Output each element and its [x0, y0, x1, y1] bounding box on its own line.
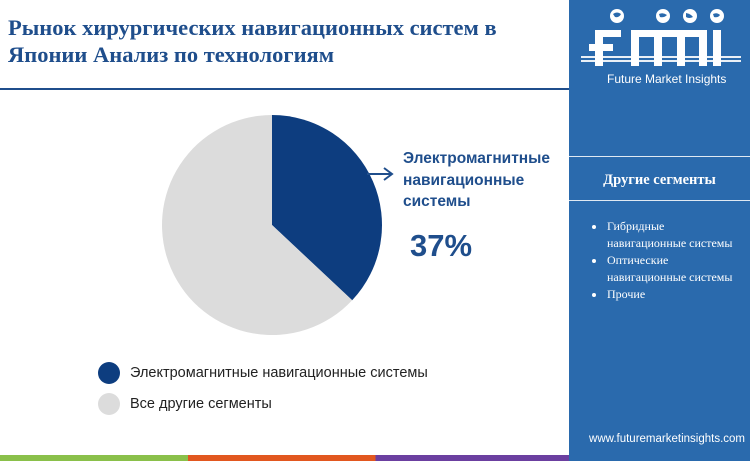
website-link[interactable]: www.futuremarketinsights.com — [589, 433, 745, 445]
legend-label: Все другие сегменты — [130, 396, 272, 412]
page-title-line1: Рынок хирургических навигационных систем… — [8, 15, 497, 40]
bottom-color-bar — [0, 455, 569, 461]
pie-slices — [161, 115, 383, 335]
list-item-line1: Гибридные — [607, 219, 665, 233]
callout-label: Электромагнитные навигационные системы — [403, 148, 568, 213]
pie-slice — [272, 115, 383, 301]
callout-label-line3: системы — [403, 193, 471, 210]
page-title: Рынок хирургических навигационных систем… — [8, 14, 568, 68]
list-item: Прочие — [589, 286, 747, 303]
legend-item: Электромагнитные навигационные системы — [98, 362, 428, 384]
page-title-line2: Японии Анализ по технологиям — [8, 42, 335, 67]
fmi-logo: Future Market Insights — [581, 9, 741, 86]
list-item-line1: Оптические — [607, 253, 669, 267]
sidebar-divider — [569, 200, 750, 201]
pie-slice — [161, 115, 353, 335]
sidebar-divider — [569, 156, 750, 157]
list-item: Оптические навигационные системы — [589, 252, 747, 286]
legend-swatch — [98, 393, 120, 415]
legend-swatch — [98, 362, 120, 384]
logo-tagline: Future Market Insights — [607, 72, 726, 86]
legend-label: Электромагнитные навигационные системы — [130, 365, 428, 381]
logo-letters — [589, 30, 721, 66]
list-item: Гибридные навигационные системы — [589, 218, 747, 252]
callout-value: 37% — [410, 228, 473, 263]
callout-label-line2: навигационные — [403, 171, 525, 189]
list-item-line2: навигационные системы — [607, 236, 733, 250]
sidebar: Future Market Insights Другие сегменты Г… — [569, 0, 750, 461]
list-item-line2: навигационные системы — [607, 270, 733, 284]
other-segments-list: Гибридные навигационные системы Оптическ… — [589, 218, 747, 303]
logo-stripes — [581, 56, 741, 62]
bullet-icon — [592, 259, 596, 263]
legend-item: Все другие сегменты — [98, 393, 428, 415]
bullet-icon — [592, 225, 596, 229]
callout-arrow — [367, 167, 394, 181]
list-item-line1: Прочие — [607, 287, 646, 301]
callout-label-line1: Электромагнитные — [403, 150, 551, 167]
other-segments-heading: Другие сегменты — [603, 172, 716, 188]
title-divider — [0, 88, 569, 90]
chart-legend: Электромагнитные навигационные системы В… — [98, 362, 428, 424]
bullet-icon — [592, 293, 596, 297]
pie-chart — [161, 115, 394, 335]
logo-globe-icons — [610, 9, 724, 23]
